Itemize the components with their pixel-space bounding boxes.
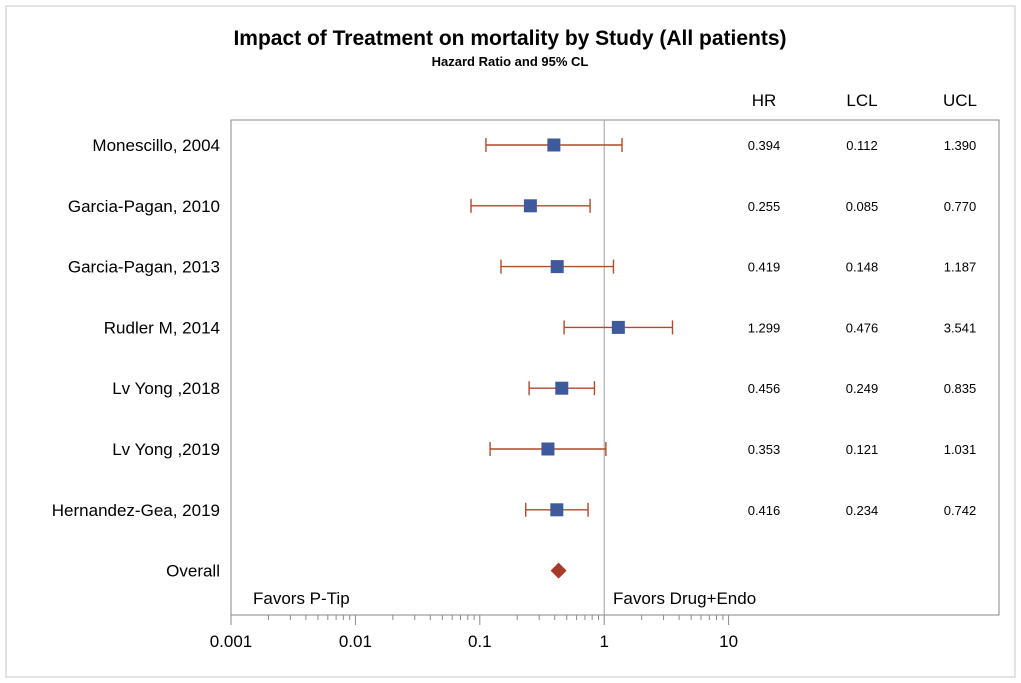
x-tick-label: 0.01 (339, 632, 372, 651)
study-row: Lv Yong ,2019 0.353 0.121 1.031 (112, 440, 976, 459)
study-row: Garcia-Pagan, 2010 0.255 0.085 0.770 (68, 197, 976, 216)
study-label: Monescillo, 2004 (92, 136, 220, 155)
study-row: Monescillo, 2004 0.394 0.112 1.390 (92, 136, 976, 155)
chart-title: Impact of Treatment on mortality by Stud… (233, 27, 786, 50)
hr-value: 0.255 (748, 199, 781, 214)
hr-value: 0.456 (748, 381, 781, 396)
ucl-value: 0.835 (944, 381, 977, 396)
hr-marker (550, 260, 564, 274)
study-label: Rudler M, 2014 (104, 318, 220, 337)
ucl-value: 0.770 (944, 199, 977, 214)
study-label: Garcia-Pagan, 2013 (68, 258, 220, 277)
hr-marker (523, 199, 537, 213)
hr-value: 1.299 (748, 320, 781, 335)
study-row: Hernandez-Gea, 2019 0.416 0.234 0.742 (52, 501, 977, 520)
column-header-hr: HR (752, 91, 777, 110)
hr-value: 0.419 (748, 260, 781, 275)
hr-value: 0.416 (748, 503, 781, 518)
lcl-value: 0.112 (846, 138, 878, 153)
hr-marker (547, 138, 561, 152)
lcl-value: 0.148 (846, 260, 879, 275)
plot-area-frame (230, 119, 1000, 616)
overall-row: Overall (166, 562, 567, 581)
column-header-lcl: LCL (846, 91, 877, 110)
study-label: Lv Yong ,2018 (112, 379, 220, 398)
figure-border (5, 5, 1016, 678)
ucl-value: 0.742 (944, 503, 977, 518)
study-label: Lv Yong ,2019 (112, 440, 220, 459)
lcl-value: 0.234 (846, 503, 879, 518)
study-row: Lv Yong ,2018 0.456 0.249 0.835 (112, 379, 976, 398)
hr-value: 0.353 (748, 442, 781, 457)
lcl-value: 0.476 (846, 320, 879, 335)
favors-right-annotation: Favors Drug+Endo (613, 589, 756, 608)
column-header-ucl: UCL (943, 91, 977, 110)
lcl-value: 0.249 (846, 381, 879, 396)
lcl-value: 0.121 (846, 442, 879, 457)
x-tick-label: 10 (719, 632, 738, 651)
x-tick-label: 1 (599, 632, 608, 651)
ucl-value: 1.031 (944, 442, 977, 457)
study-row: Garcia-Pagan, 2013 0.419 0.148 1.187 (68, 258, 976, 277)
hr-value: 0.394 (748, 138, 781, 153)
overall-label: Overall (166, 562, 220, 581)
hr-marker (550, 503, 564, 517)
lcl-value: 0.085 (846, 199, 879, 214)
ucl-value: 1.390 (944, 138, 977, 153)
study-label: Garcia-Pagan, 2010 (68, 197, 220, 216)
hr-marker (611, 320, 625, 334)
ucl-value: 3.541 (944, 320, 977, 335)
x-axis: 0.001 0.01 0.1 1 10 (210, 615, 738, 651)
study-label: Hernandez-Gea, 2019 (52, 501, 220, 520)
favors-left-annotation: Favors P-Tip (253, 589, 350, 608)
x-tick-label: 0.1 (468, 632, 492, 651)
hr-marker (541, 442, 555, 456)
study-row: Rudler M, 2014 1.299 0.476 3.541 (104, 318, 977, 337)
ucl-value: 1.187 (944, 260, 977, 275)
study-rows: Monescillo, 2004 0.394 0.112 1.390 Garcia-Pa… (52, 136, 977, 520)
chart-subtitle: Hazard Ratio and 95% CL (432, 54, 589, 69)
hr-marker (555, 381, 569, 395)
overall-diamond-marker (550, 562, 567, 579)
x-tick-label: 0.001 (210, 632, 253, 651)
